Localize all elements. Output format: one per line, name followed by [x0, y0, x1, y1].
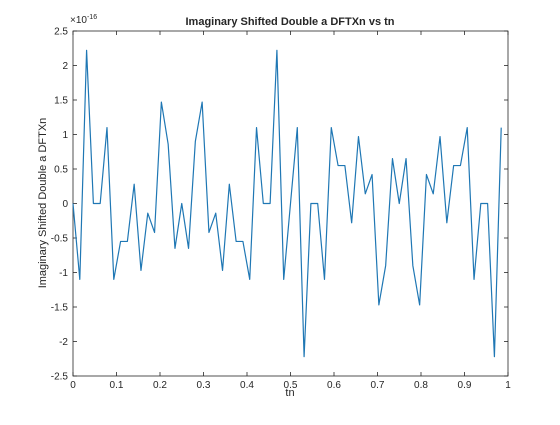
y-tick-label: 2.5 — [54, 27, 68, 38]
x-tick-label: 0.2 — [153, 380, 167, 391]
y-tick-label: 1 — [62, 130, 68, 141]
series-layer — [72, 49, 502, 358]
x-tick-label: 0.5 — [284, 380, 298, 391]
x-tick-label: 0.8 — [414, 380, 428, 391]
chart-title: Imaginary Shifted Double a DFTXn vs tn — [185, 16, 394, 28]
y-axis-title: Imaginary Shifted Double a DFTXn — [37, 118, 49, 289]
y-tick-label: -1.5 — [51, 303, 69, 314]
x-axis: 0 0.1 0.2 0.3 0.4 0.5 0.6 0.7 0.8 0.9 1 — [70, 31, 511, 391]
x-tick-label: 0.9 — [458, 380, 472, 391]
x-tick-label: 0.3 — [197, 380, 211, 391]
x-tick-label: 0.7 — [371, 380, 385, 391]
y-tick-label: 0 — [62, 199, 68, 210]
y-exponent-power: -16 — [87, 14, 97, 21]
y-exponent-base: ×10 — [70, 15, 87, 26]
x-tick-label: 0.4 — [240, 380, 254, 391]
y-tick-label: -0.5 — [51, 234, 69, 245]
y-tick-label: -1 — [59, 268, 68, 279]
series-line — [72, 49, 502, 358]
x-tick-label: 1 — [505, 380, 511, 391]
y-tick-label: -2 — [59, 337, 68, 348]
x-axis-title: tn — [285, 387, 294, 399]
y-tick-label: 0.5 — [54, 165, 68, 176]
y-axis: -2.5 -2 -1.5 -1 -0.5 0 0.5 1 1.5 2 2.5 — [51, 27, 508, 383]
y-tick-label: 2 — [62, 61, 68, 72]
x-tick-label: 0.6 — [327, 380, 341, 391]
x-tick-label: 0 — [70, 380, 76, 391]
x-tick-label: 0.1 — [110, 380, 124, 391]
y-tick-label: -2.5 — [51, 372, 69, 383]
y-exponent-label: ×10-16 — [70, 14, 97, 26]
y-tick-label: 1.5 — [54, 96, 68, 107]
